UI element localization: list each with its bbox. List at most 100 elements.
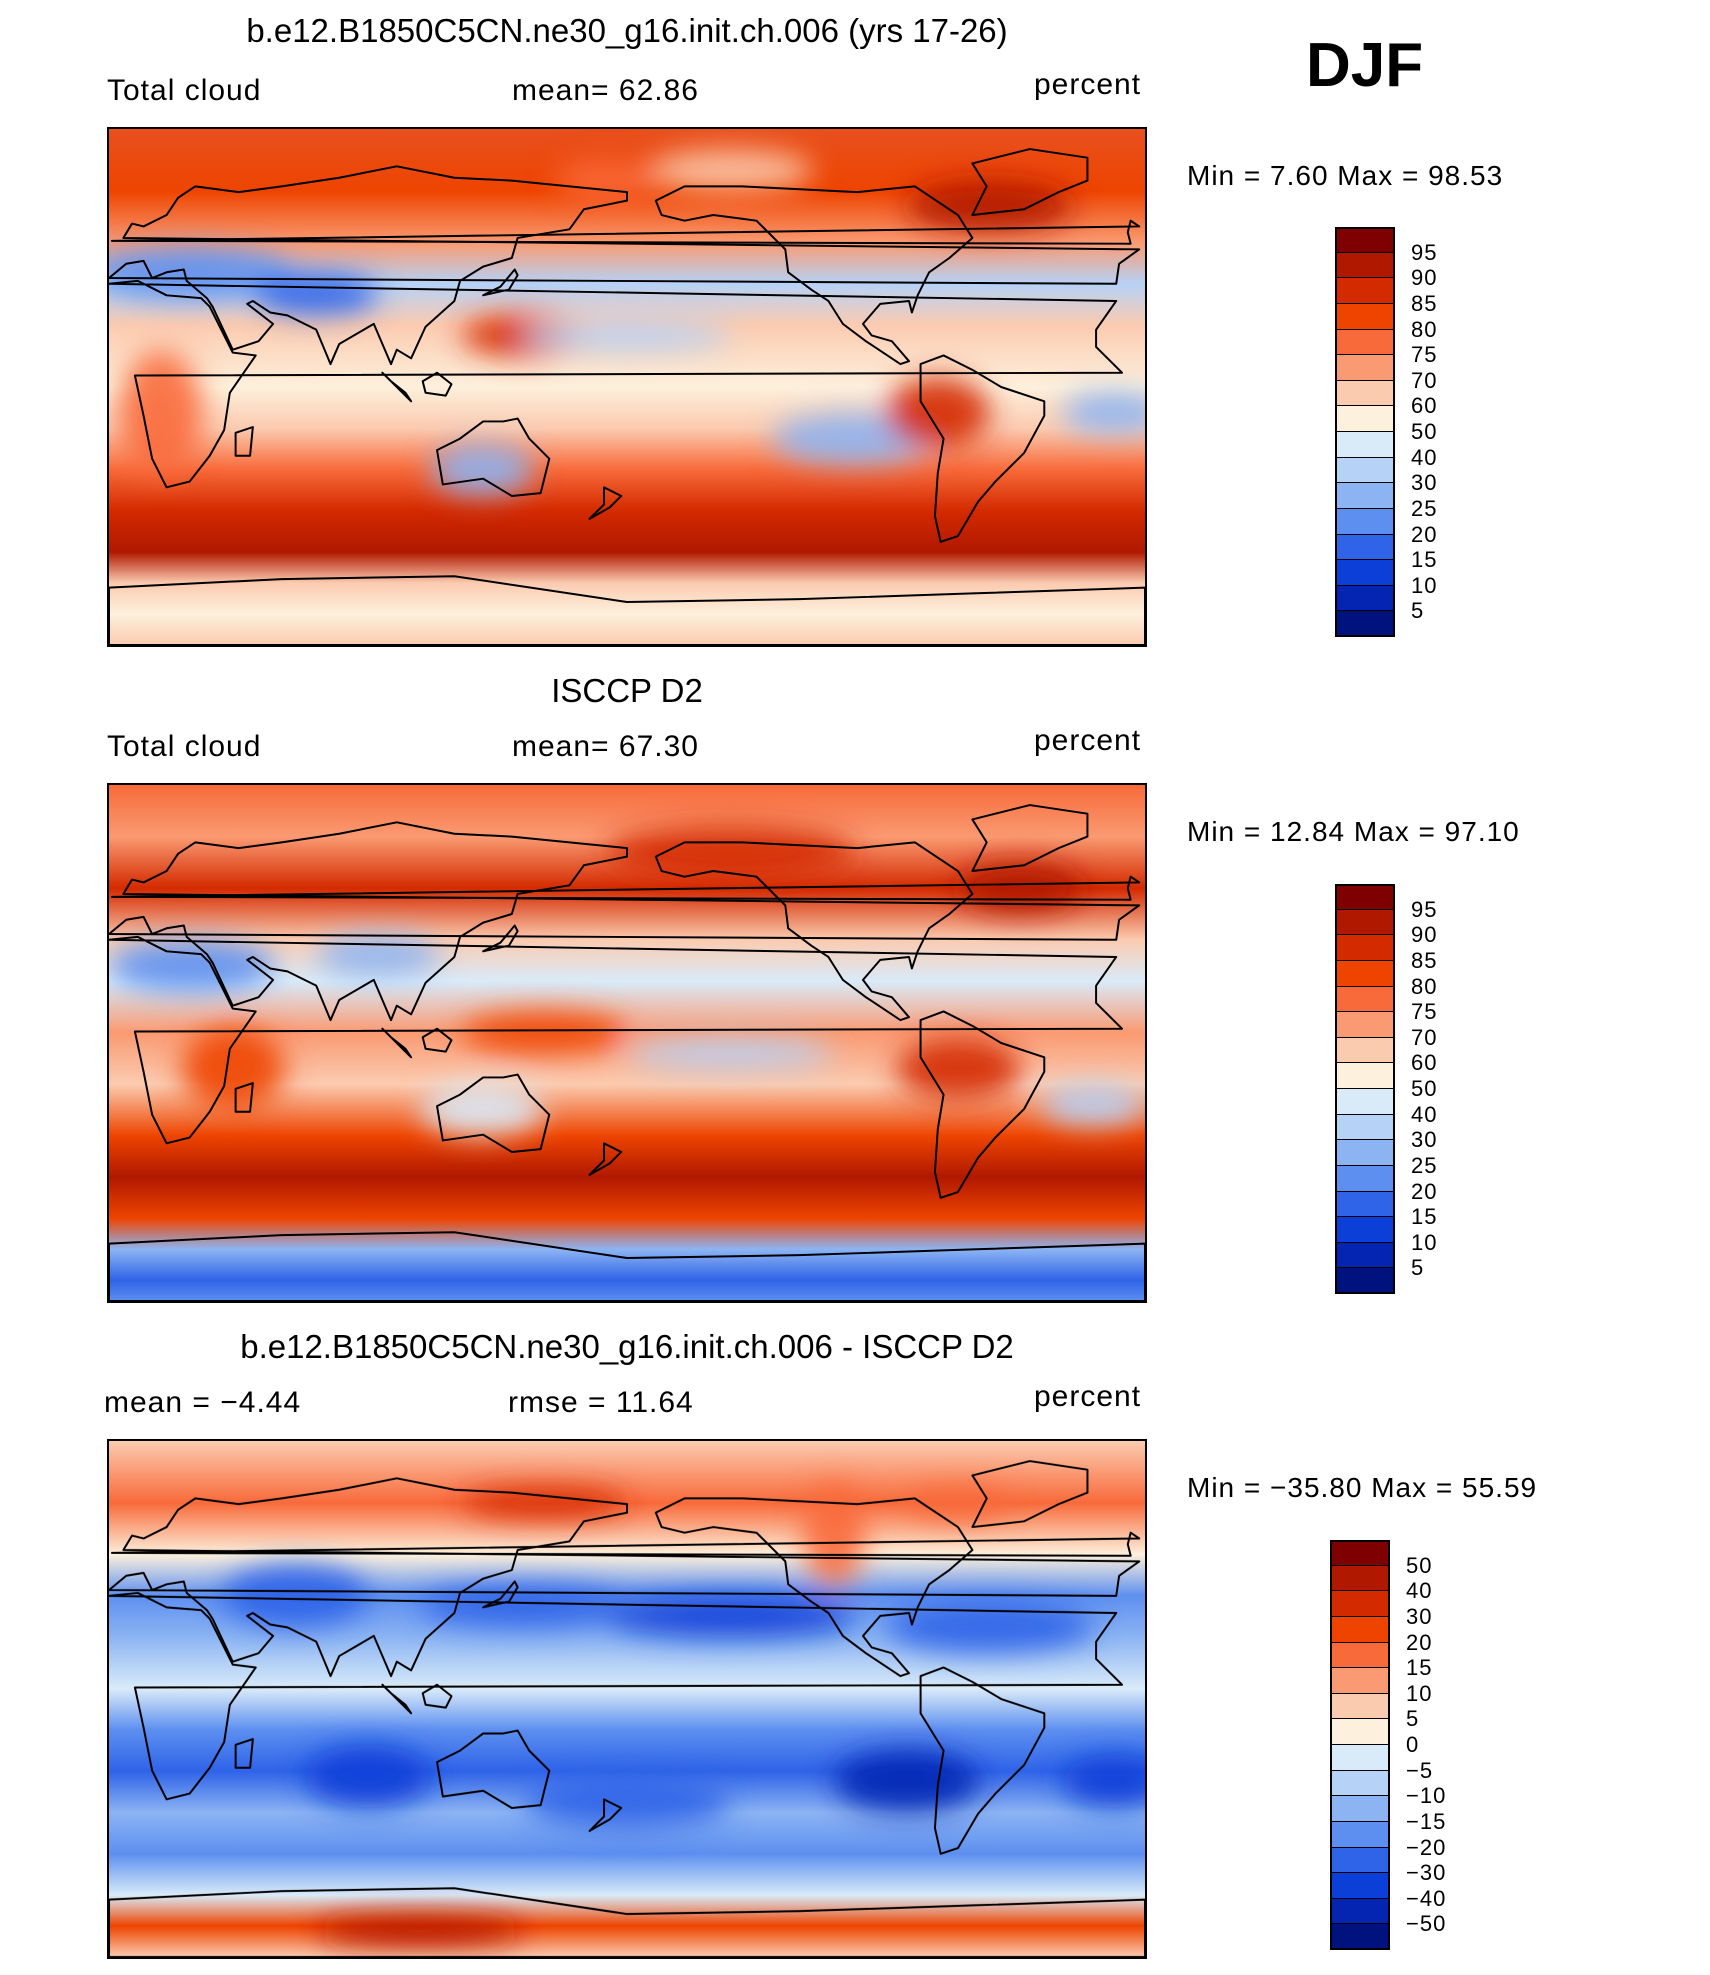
panel-2-minmax: Min = 12.84 Max = 97.10 <box>1187 816 1520 847</box>
colorbar-swatch <box>1335 611 1395 637</box>
colorbar-swatch <box>1330 1873 1390 1899</box>
colorbar-label: 75 <box>1411 999 1438 1025</box>
colorbar-label: 85 <box>1411 290 1438 316</box>
colorbar-label: 40 <box>1411 1101 1438 1127</box>
colorbar-swatch <box>1335 406 1395 432</box>
panel-2-mean: mean= 67.30 <box>512 730 699 763</box>
map-canvas <box>109 1441 1145 1957</box>
colorbar-swatch <box>1330 1847 1390 1874</box>
panel-3-title: b.e12.B1850C5CN.ne30_g16.init.ch.006 - I… <box>240 1328 1014 1365</box>
colorbar-label: 70 <box>1411 367 1438 393</box>
colorbar-label: 30 <box>1406 1603 1433 1629</box>
colorbar-label: −20 <box>1406 1834 1447 1860</box>
colorbar-label: 5 <box>1411 598 1425 624</box>
colorbar-swatch <box>1330 1616 1390 1643</box>
colorbar-swatch <box>1335 1242 1395 1269</box>
colorbar-label: 15 <box>1406 1655 1433 1681</box>
season-label: DJF <box>1306 31 1424 100</box>
colorbar-swatch <box>1335 1140 1395 1166</box>
colorbar-label: 80 <box>1411 973 1438 999</box>
colorbar-label: 10 <box>1406 1680 1433 1706</box>
colorbar-swatch <box>1330 1898 1390 1925</box>
colorbar-label: −10 <box>1406 1783 1447 1809</box>
panel-3-map <box>107 1439 1147 1959</box>
colorbar-label: 5 <box>1411 1255 1425 1281</box>
panel-1-title: b.e12.B1850C5CN.ne30_g16.init.ch.006 (yr… <box>246 12 1008 49</box>
coastlines <box>109 1460 1145 1957</box>
colorbar-label: 50 <box>1411 1076 1438 1101</box>
colorbar-label: 95 <box>1411 896 1438 922</box>
map-canvas <box>109 785 1145 1301</box>
panel-2-colorbar: 95 90 85 80 75 70 60 50 40 30 25 20 15 10 5 <box>1335 884 1436 1294</box>
panel-3-colorbar: 50 40 30 20 15 10 5 0 −5 −10 −15 −20 −30 −40 −50 <box>1330 1540 1445 1950</box>
colorbar-swatch <box>1335 1268 1395 1294</box>
colorbar-swatch <box>1335 986 1395 1013</box>
field-contours <box>109 826 1145 1136</box>
colorbar-swatch <box>1335 1089 1395 1115</box>
panel-2-variable: Total cloud <box>107 730 262 763</box>
colorbar-swatch <box>1330 1719 1390 1745</box>
panel-3-units: percent <box>1034 1380 1142 1413</box>
colorbar-swatch <box>1330 1924 1390 1950</box>
colorbar-label: 10 <box>1411 1229 1438 1255</box>
colorbar-label: 10 <box>1411 572 1438 598</box>
colorbar-swatch <box>1335 534 1395 561</box>
colorbar-label: −40 <box>1406 1885 1447 1911</box>
colorbar-swatch <box>1330 1540 1390 1566</box>
colorbar-swatch <box>1335 227 1395 253</box>
colorbar-label: 50 <box>1406 1552 1433 1578</box>
colorbar-swatch <box>1330 1565 1390 1592</box>
colorbar-label: 80 <box>1411 316 1438 342</box>
colorbar-swatch <box>1335 585 1395 612</box>
colorbar-swatch <box>1335 884 1395 910</box>
map-canvas <box>109 129 1145 645</box>
field-background <box>109 1441 1145 1957</box>
colorbar-swatch <box>1335 909 1395 936</box>
panel-1-units: percent <box>1034 68 1142 101</box>
colorbar-swatch <box>1330 1693 1390 1720</box>
coastlines <box>109 804 1145 1301</box>
colorbar-label: 60 <box>1411 1050 1438 1076</box>
panel-3-mean: mean = −4.44 <box>104 1386 302 1419</box>
colorbar-label: 90 <box>1411 922 1438 948</box>
panel-2-title: ISCCP D2 <box>551 672 703 709</box>
colorbar-swatch <box>1335 355 1395 381</box>
colorbar-label: 60 <box>1411 393 1438 419</box>
panel-3-rmse: rmse = 11.64 <box>508 1386 694 1419</box>
colorbar-swatch <box>1330 1642 1390 1669</box>
colorbar-swatch <box>1330 1591 1390 1617</box>
panel-1-minmax: Min = 7.60 Max = 98.53 <box>1187 160 1504 191</box>
colorbar-label: −30 <box>1406 1860 1447 1886</box>
colorbar-label: −50 <box>1406 1911 1447 1937</box>
panel-2-units: percent <box>1034 724 1142 757</box>
colorbar-swatch <box>1335 560 1395 586</box>
colorbar-swatch <box>1335 483 1395 509</box>
colorbar-label: 25 <box>1411 495 1438 521</box>
colorbar-swatch <box>1335 1037 1395 1064</box>
colorbar-label: 70 <box>1411 1024 1438 1050</box>
panel-1-variable: Total cloud <box>107 74 262 107</box>
panel-1-colorbar: 95 90 85 80 75 70 60 50 40 30 25 20 15 10 5 <box>1335 227 1436 637</box>
colorbar-swatch <box>1335 1012 1395 1038</box>
panel-3-minmax: Min = −35.80 Max = 55.59 <box>1187 1472 1538 1503</box>
colorbar-label: 90 <box>1411 265 1438 291</box>
colorbar-swatch <box>1335 508 1395 535</box>
colorbar-label: 15 <box>1411 547 1438 573</box>
colorbar-swatch <box>1335 1114 1395 1141</box>
colorbar-swatch <box>1330 1796 1390 1822</box>
colorbar-label: 30 <box>1411 470 1438 496</box>
colorbar-label: 85 <box>1411 947 1438 973</box>
colorbar-swatch <box>1330 1821 1390 1848</box>
colorbar-swatch <box>1335 1165 1395 1192</box>
colorbar-swatch <box>1335 1217 1395 1243</box>
coastlines <box>109 148 1145 645</box>
colorbar-label: 15 <box>1411 1204 1438 1230</box>
colorbar-label: −5 <box>1406 1757 1434 1783</box>
colorbar-label: 5 <box>1406 1706 1420 1732</box>
panel-1-map <box>107 127 1147 647</box>
colorbar-swatch <box>1335 303 1395 330</box>
colorbar-swatch <box>1335 252 1395 279</box>
colorbar-swatch <box>1335 935 1395 961</box>
colorbar-label: −15 <box>1406 1808 1447 1834</box>
colorbar-label: 75 <box>1411 342 1438 368</box>
